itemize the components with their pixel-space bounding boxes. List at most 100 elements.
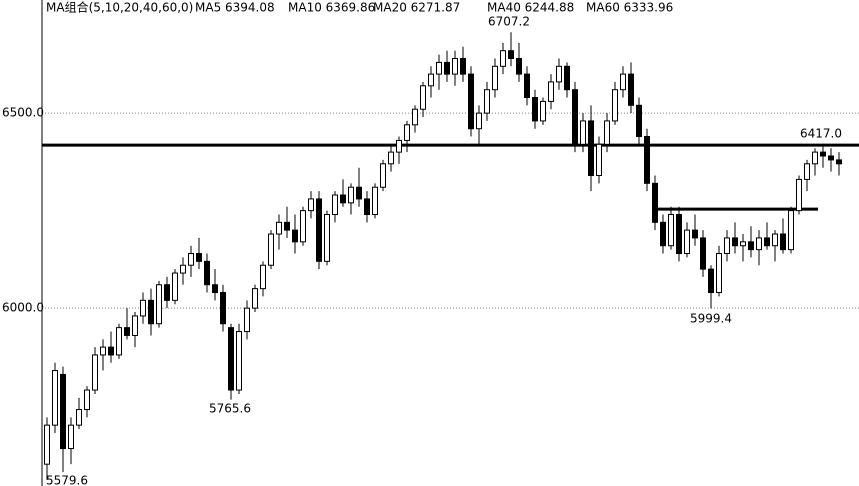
candle-body <box>764 237 770 247</box>
legend-entry: MA10 6369.86 <box>288 1 375 15</box>
candle-body <box>796 178 802 212</box>
candle-body <box>492 65 498 91</box>
annotation: 5765.6 <box>209 402 251 416</box>
candle-body <box>372 186 378 216</box>
candle-body <box>532 97 538 122</box>
legend-entry: MA60 6333.96 <box>586 1 673 15</box>
candle-body <box>628 73 634 106</box>
candle-body <box>252 288 258 309</box>
candle-body <box>188 253 194 266</box>
annotation: 5999.4 <box>690 312 732 326</box>
candle-body <box>476 112 482 130</box>
candle-body <box>412 108 418 126</box>
candle-body <box>380 163 386 188</box>
candle-body <box>388 151 394 165</box>
candle-body <box>436 61 442 75</box>
candle-body <box>564 65 570 91</box>
candle-body <box>428 73 434 87</box>
candle-body <box>132 315 138 336</box>
candle-body <box>636 104 642 138</box>
candle-body <box>660 221 666 247</box>
candle-body <box>516 58 522 75</box>
legend-entry: MA20 6271.87 <box>373 1 460 15</box>
candle-body <box>300 210 306 243</box>
candle-body <box>732 237 738 247</box>
candle-body <box>460 58 466 75</box>
candle-body <box>524 73 530 99</box>
candle-body <box>452 58 458 75</box>
candle-body <box>652 182 658 223</box>
candle-body <box>276 221 282 235</box>
candle-body <box>444 61 450 75</box>
candle-body <box>484 89 490 114</box>
candle-body <box>556 65 562 83</box>
candle-body <box>148 299 154 325</box>
candle-body <box>356 186 362 200</box>
candle-body <box>228 327 234 391</box>
candle-body <box>708 268 714 294</box>
candle-body <box>212 284 218 294</box>
candle-body <box>508 50 514 60</box>
candle-body <box>220 292 226 325</box>
candle-body <box>68 424 74 450</box>
candle-body <box>204 260 210 286</box>
candle-body <box>700 237 706 270</box>
candle-body <box>724 237 730 255</box>
candle-body <box>364 198 370 216</box>
candle-body <box>692 229 698 239</box>
legend-entry: MA5 6394.08 <box>195 1 275 15</box>
candle-body <box>236 331 242 391</box>
annotation: 6707.2 <box>488 15 530 29</box>
candle-body <box>76 409 82 426</box>
candle-body <box>108 346 114 356</box>
candle-body <box>580 120 586 145</box>
candle-body <box>348 186 354 204</box>
annotation: 5579.6 <box>46 474 88 486</box>
candle-body <box>244 307 250 333</box>
annotation: 6417.0 <box>800 127 842 141</box>
legend-entry: MA组合(5,10,20,40,60,0) <box>46 0 193 15</box>
candle-body <box>420 85 426 110</box>
legend-entry: MA40 6244.88 <box>487 1 574 15</box>
candle-body <box>676 214 682 255</box>
candle-body <box>684 229 690 255</box>
candle-body <box>500 50 506 67</box>
candle-body <box>836 159 842 165</box>
candle-body <box>820 151 826 157</box>
candle-body <box>156 284 162 325</box>
candle-body <box>340 194 346 204</box>
candle-body <box>588 120 594 177</box>
candle-body <box>140 299 146 317</box>
candle-body <box>644 136 650 184</box>
candle-body <box>828 155 834 161</box>
candle-body <box>292 229 298 243</box>
candle-body <box>92 354 98 391</box>
candle-body <box>316 198 322 262</box>
y-tick-label: 6000.0 <box>2 301 44 315</box>
candle-body <box>804 163 810 180</box>
candle-body <box>284 221 290 231</box>
candle-body <box>740 241 746 247</box>
candle-body <box>548 81 554 102</box>
candle-body <box>468 73 474 130</box>
candle-body <box>324 214 330 262</box>
candle-body <box>84 389 90 411</box>
candle-body <box>716 253 722 294</box>
candle-body <box>788 210 794 251</box>
y-tick-label: 6500.0 <box>2 106 44 120</box>
candle-body <box>196 253 202 262</box>
candle-body <box>44 424 50 465</box>
candle-body <box>772 233 778 247</box>
candle-body <box>612 89 618 122</box>
candle-body <box>52 370 58 426</box>
candle-body <box>572 89 578 145</box>
candle-body <box>268 233 274 266</box>
candle-body <box>60 373 66 450</box>
candle-body <box>180 264 186 274</box>
candle-body <box>668 214 674 247</box>
candle-body <box>756 237 762 251</box>
candle-body <box>332 194 338 216</box>
candle-body <box>812 151 818 165</box>
candle-body <box>396 139 402 153</box>
